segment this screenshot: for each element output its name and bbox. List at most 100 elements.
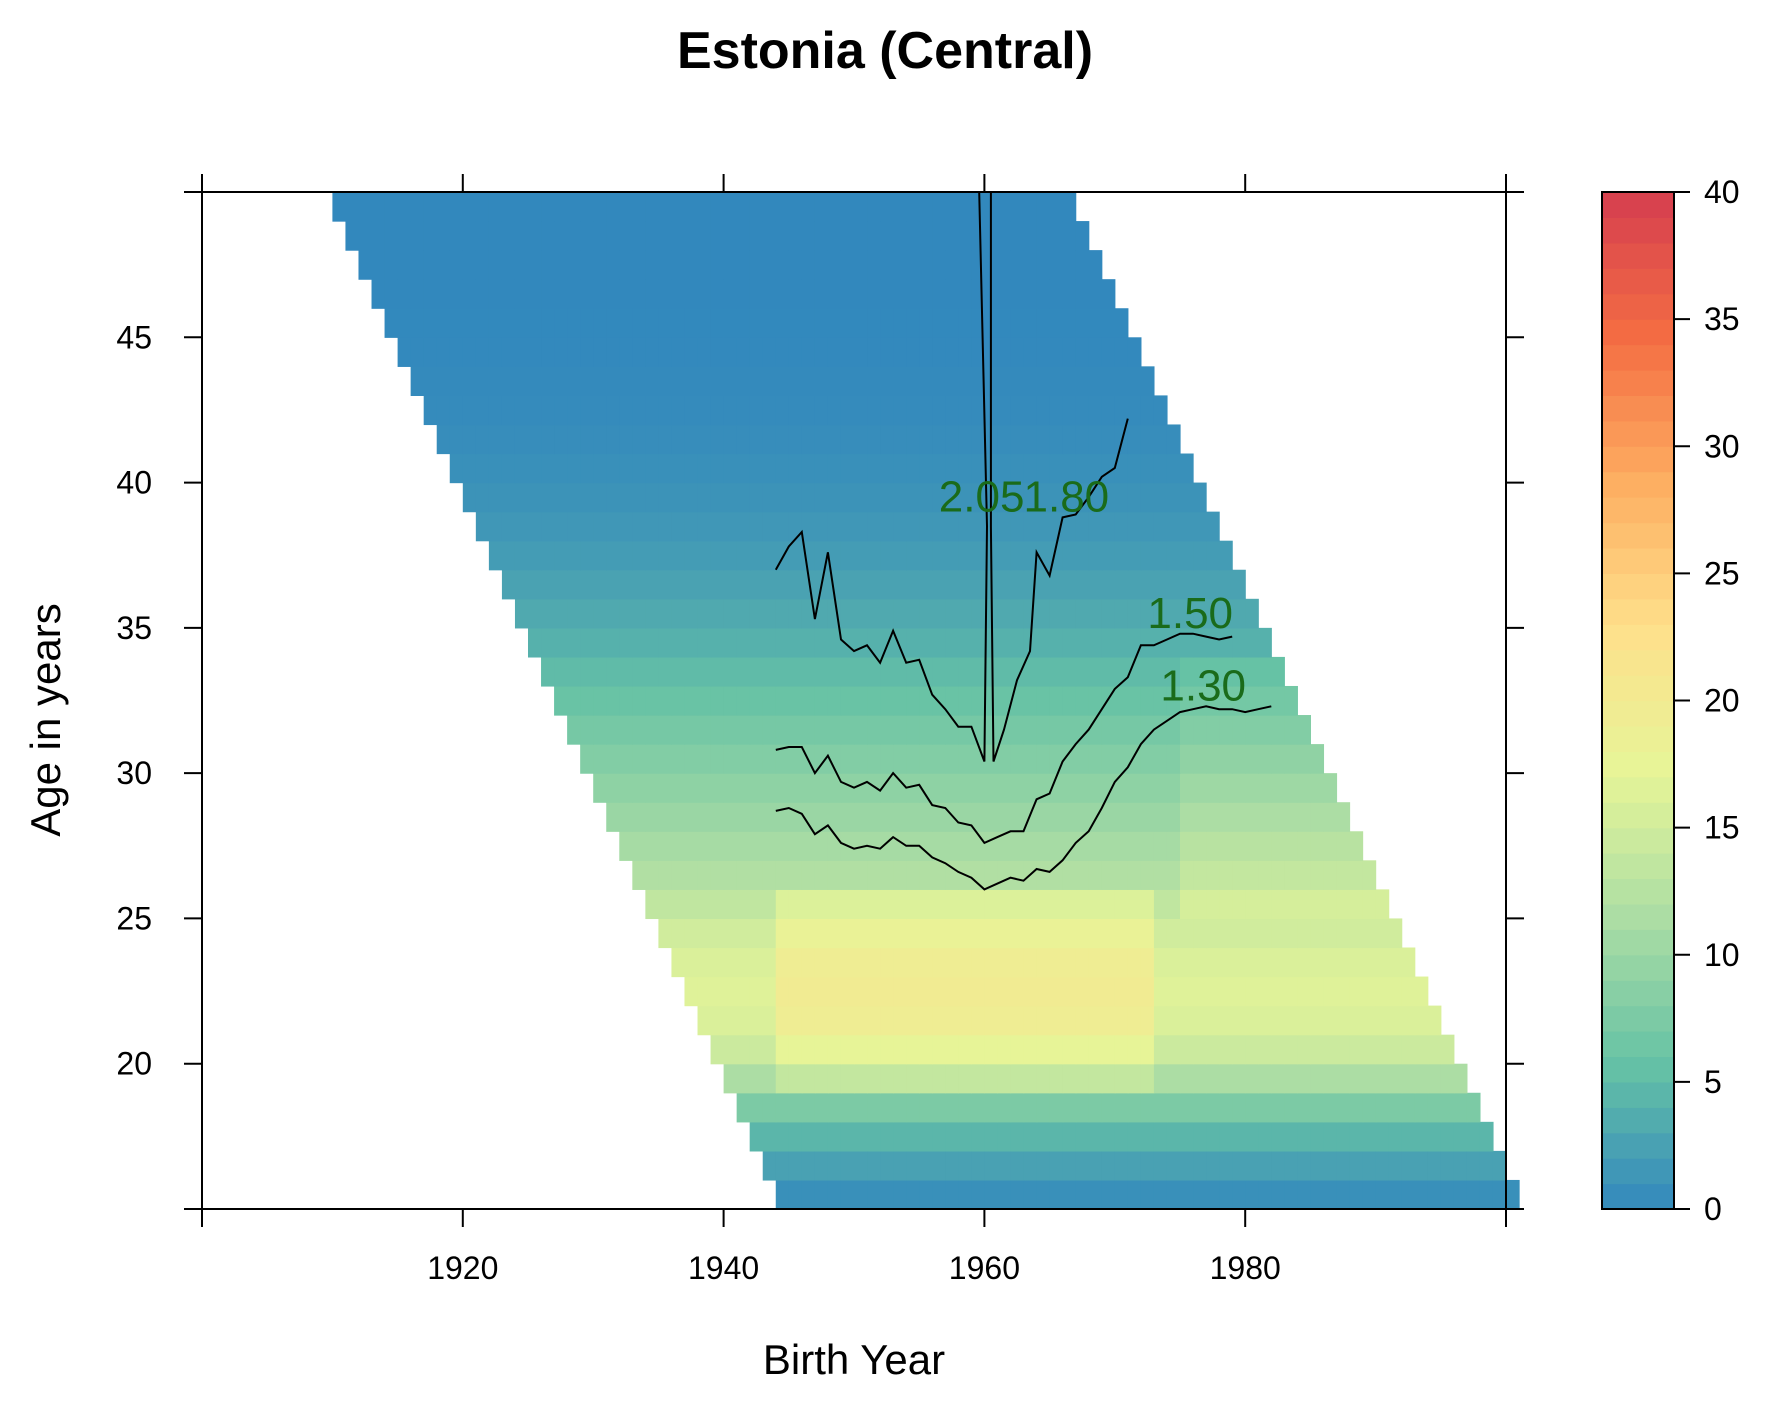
heatmap-cell [567, 221, 581, 251]
heatmap-cell [1089, 628, 1103, 658]
heatmap-cell [1336, 831, 1350, 861]
heatmap-cell [1245, 628, 1259, 658]
heatmap-cell [776, 628, 790, 658]
heatmap-cell [593, 657, 607, 687]
heatmap-cell [1076, 1035, 1090, 1065]
heatmap-cell [1350, 889, 1364, 919]
heatmap-cell [1063, 221, 1077, 251]
heatmap-cell [919, 1035, 933, 1065]
heatmap-cell [1193, 947, 1207, 977]
heatmap-cell [1050, 308, 1064, 338]
colorbar-swatch [1602, 1056, 1674, 1082]
heatmap-cell [854, 1180, 868, 1210]
heatmap-cell [684, 570, 698, 600]
heatmap-cell [489, 366, 503, 396]
heatmap-cell [1050, 686, 1064, 716]
heatmap-cell [658, 424, 672, 454]
heatmap-cell [750, 221, 764, 251]
heatmap-cell [1115, 1064, 1129, 1094]
heatmap-cell [619, 570, 633, 600]
heatmap-cell [671, 192, 685, 222]
heatmap-cell [763, 802, 777, 832]
heatmap-cell [880, 454, 894, 484]
heatmap-cell [541, 657, 555, 687]
heatmap-cell [1454, 1151, 1468, 1181]
heatmap-cell [1115, 1180, 1129, 1210]
heatmap-cell [1154, 860, 1168, 890]
heatmap-cell [815, 773, 829, 803]
heatmap-cell [1193, 860, 1207, 890]
heatmap-cell [1024, 1180, 1038, 1210]
heatmap-cell [1167, 1035, 1181, 1065]
heatmap-cell [658, 599, 672, 629]
heatmap-cell [528, 454, 542, 484]
heatmap-cell [997, 337, 1011, 367]
heatmap-cell [893, 1093, 907, 1123]
heatmap-cell [1206, 1151, 1220, 1181]
heatmap-cell [789, 395, 803, 425]
heatmap-cell [1010, 1122, 1024, 1152]
heatmap-cell [932, 221, 946, 251]
heatmap-cell [1050, 337, 1064, 367]
colorbar-swatch [1602, 243, 1674, 269]
heatmap-cell [971, 1151, 985, 1181]
heatmap-cell [919, 599, 933, 629]
heatmap-cell [1350, 1064, 1364, 1094]
heatmap-cell [945, 192, 959, 222]
heatmap-cell [711, 279, 725, 309]
heatmap-cell [1402, 947, 1416, 977]
heatmap-cell [1323, 889, 1337, 919]
heatmap-cell [1206, 1006, 1220, 1036]
heatmap-cell [763, 395, 777, 425]
heatmap-cell [1389, 1122, 1403, 1152]
heatmap-cell [1089, 395, 1103, 425]
heatmap-cell [1010, 308, 1024, 338]
heatmap-cell [528, 395, 542, 425]
heatmap-cell [750, 773, 764, 803]
heatmap-cell [437, 337, 451, 367]
heatmap-cell [776, 395, 790, 425]
heatmap-cell [1232, 599, 1246, 629]
heatmap-cell [724, 250, 738, 280]
heatmap-cell [893, 977, 907, 1007]
heatmap-cell [1115, 947, 1129, 977]
heatmap-cell [1063, 250, 1077, 280]
heatmap-cell [606, 657, 620, 687]
heatmap-cell [1271, 686, 1285, 716]
heatmap-cell [737, 250, 751, 280]
heatmap-cell [893, 279, 907, 309]
heatmap-cell [789, 279, 803, 309]
heatmap-cell [841, 977, 855, 1007]
heatmap-cell [867, 570, 881, 600]
heatmap-cell [1245, 1122, 1259, 1152]
heatmap-cell [1115, 860, 1129, 890]
heatmap-cell [698, 977, 712, 1007]
heatmap-cell [828, 918, 842, 948]
heatmap-cell [945, 424, 959, 454]
heatmap-cell [1076, 1064, 1090, 1094]
heatmap-cell [919, 1093, 933, 1123]
heatmap-cell [1167, 977, 1181, 1007]
heatmap-cell [867, 1006, 881, 1036]
heatmap-cell [724, 744, 738, 774]
heatmap-cell [541, 628, 555, 658]
heatmap-cell [893, 512, 907, 542]
heatmap-cell [815, 1122, 829, 1152]
heatmap-cell [554, 337, 568, 367]
heatmap-cell [737, 889, 751, 919]
heatmap-cell [1363, 918, 1377, 948]
heatmap-cell [1180, 715, 1194, 745]
heatmap-cell [502, 279, 516, 309]
heatmap-cell [945, 337, 959, 367]
heatmap-cell [671, 599, 685, 629]
heatmap-cell [1141, 1035, 1155, 1065]
heatmap-cell [1128, 424, 1142, 454]
heatmap-cell [1245, 802, 1259, 832]
heatmap-cell [906, 366, 920, 396]
heatmap-cell [1219, 918, 1233, 948]
heatmap-cell [632, 599, 646, 629]
heatmap-cell [1336, 860, 1350, 890]
heatmap-cell [606, 337, 620, 367]
heatmap-cell [1063, 1035, 1077, 1065]
colorbar-tick-label: 0 [1704, 1191, 1722, 1227]
